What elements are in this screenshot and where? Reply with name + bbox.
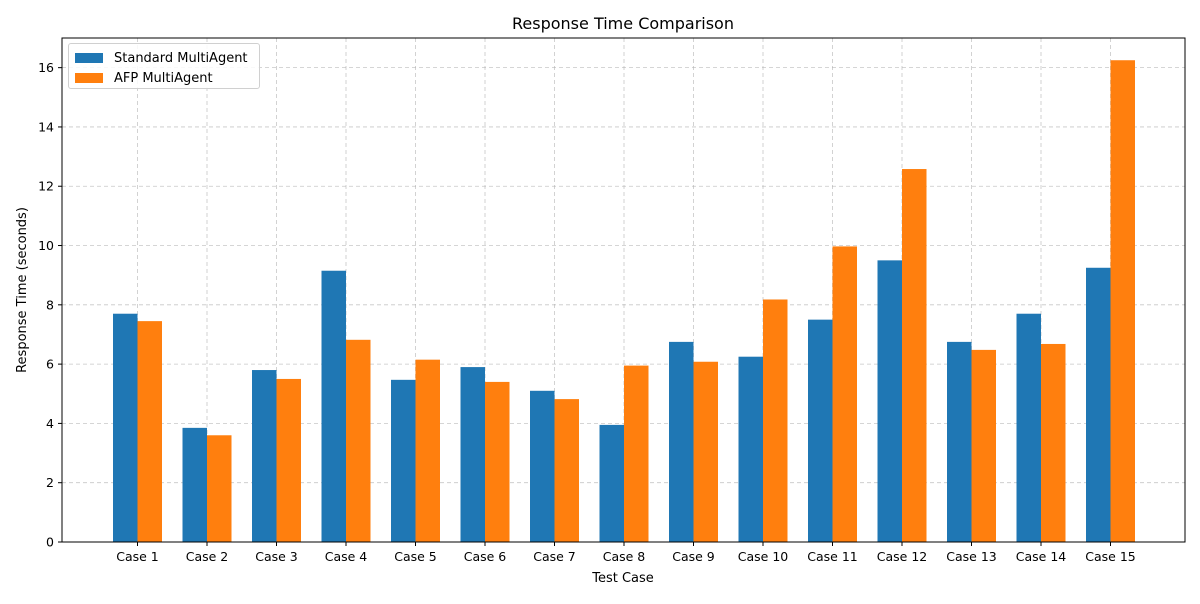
bar-standard-9: [669, 341, 694, 542]
x-tick-label: Case 10: [738, 549, 789, 564]
y-tick-label: 2: [46, 475, 54, 490]
x-tick-label: Case 5: [394, 549, 437, 564]
bar-afp-5: [415, 359, 440, 542]
bar-standard-3: [252, 370, 277, 542]
y-tick-label: 0: [46, 535, 54, 550]
y-tick-label: 8: [46, 297, 54, 312]
bar-standard-13: [947, 341, 972, 542]
bar-standard-7: [530, 390, 555, 542]
legend-swatch-afp: [75, 73, 103, 83]
legend-item-afp: AFP MultiAgent: [75, 70, 213, 86]
bar-afp-7: [554, 399, 579, 542]
bar-standard-6: [460, 367, 485, 542]
chart-title: Response Time Comparison: [512, 14, 734, 33]
bar-afp-1: [137, 321, 162, 542]
bar-standard-8: [599, 424, 624, 542]
x-tick-label: Case 13: [946, 549, 996, 564]
x-tick-label: Case 9: [672, 549, 715, 564]
bar-afp-6: [485, 381, 510, 542]
bar-afp-4: [346, 339, 371, 542]
bar-afp-15: [1110, 60, 1135, 543]
bar-afp-9: [693, 361, 718, 542]
y-tick-label: 10: [38, 238, 54, 253]
y-axis-label: Response Time (seconds): [15, 207, 30, 373]
bar-afp-12: [902, 169, 927, 543]
x-tick-label: Case 6: [464, 549, 507, 564]
y-tick-label: 4: [46, 416, 54, 431]
y-tick-label: 14: [38, 119, 54, 134]
bar-standard-1: [113, 313, 138, 542]
x-axis: Case 1 Case 2 Case 3 Case 4 Case 5 Case 6 Case…: [116, 542, 1136, 564]
legend-swatch-standard: [75, 53, 103, 63]
bar-standard-15: [1086, 267, 1111, 542]
legend-label-standard: Standard MultiAgent: [114, 50, 248, 66]
bar-afp-11: [832, 246, 857, 542]
bar-afp-8: [624, 365, 649, 542]
y-tick-label: 12: [38, 179, 54, 194]
bar-afp-13: [971, 349, 996, 542]
legend-item-standard: Standard MultiAgent: [75, 50, 248, 66]
x-tick-label: Case 12: [877, 549, 927, 564]
bar-standard-11: [808, 319, 833, 542]
x-tick-label: Case 8: [603, 549, 646, 564]
x-tick-label: Case 15: [1085, 549, 1135, 564]
bar-afp-14: [1041, 343, 1066, 542]
x-tick-label: Case 3: [255, 549, 298, 564]
y-tick-label: 6: [46, 357, 54, 372]
bar-standard-4: [321, 270, 346, 542]
bar-standard-5: [391, 379, 416, 542]
x-tick-label: Case 11: [807, 549, 857, 564]
x-tick-label: Case 4: [325, 549, 368, 564]
bar-standard-14: [1016, 313, 1041, 542]
bar-standard-2: [182, 427, 207, 542]
bar-standard-10: [738, 356, 763, 542]
x-tick-label: Case 1: [116, 549, 159, 564]
x-tick-label: Case 14: [1016, 549, 1067, 564]
legend: Standard MultiAgent AFP MultiAgent: [68, 43, 260, 89]
x-tick-label: Case 2: [186, 549, 229, 564]
x-axis-label: Test Case: [591, 571, 654, 586]
bar-afp-10: [763, 299, 788, 542]
legend-label-afp: AFP MultiAgent: [114, 70, 213, 86]
bars: [113, 60, 1135, 543]
y-axis: 0 2 4 6 8 10 12 14 16: [38, 60, 62, 550]
x-tick-label: Case 7: [533, 549, 576, 564]
bar-afp-2: [207, 435, 232, 542]
bar-standard-12: [877, 260, 902, 542]
bar-afp-3: [276, 378, 301, 542]
y-tick-label: 16: [38, 60, 54, 75]
